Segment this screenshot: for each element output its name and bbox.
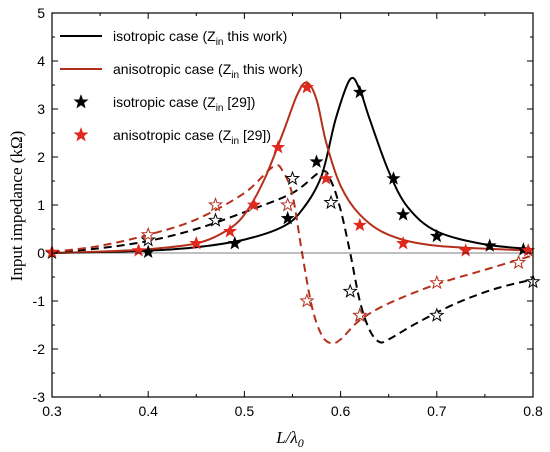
legend-label: isotropic case (Zin [29])	[113, 94, 255, 114]
anisotropic-ref29-filled-star-marker	[246, 197, 262, 212]
legend-label-suffix: this work)	[224, 28, 288, 44]
anisotropic-ref29-open-star-marker	[352, 307, 368, 322]
isotropic-real-this-work-solid-line	[51, 76, 534, 254]
anisotropic-ref29-open-star-marker	[511, 254, 527, 270]
x-tick-label: 0.4	[138, 403, 158, 419]
isotropic-ref29-filled-star-marker	[386, 171, 401, 185]
isotropic-ref29-filled-star-marker	[227, 236, 242, 250]
legend-label: anisotropic case (Zin this work)	[113, 61, 303, 81]
anisotropic-ref29-filled-star-marker	[352, 217, 367, 232]
anisotropic-ref29-filled-star-marker	[189, 236, 204, 250]
anisotropic-ref29-open-star-marker	[429, 274, 445, 290]
anisotropic-imag-this-work-dashed-line	[51, 164, 534, 345]
axes-layer: 0.3 0.4 0.5 0.6 0.7 0.8 -3 -2 -1 0 1 2 3 4 5	[33, 5, 543, 419]
legend: isotropic case (Zin this work)anisotropi…	[60, 28, 303, 147]
isotropic-imag-this-work-dashed-line	[51, 169, 534, 344]
isotropic-ref29-open-star-marker	[208, 212, 224, 227]
legend-label-suffix: this work)	[239, 61, 303, 77]
isotropic-ref29-filled-star-marker	[141, 244, 156, 259]
anisotropic-ref29-filled-star-marker	[319, 171, 334, 185]
x-tick-label: 0.5	[235, 403, 255, 419]
legend-label-sub: in	[231, 136, 239, 147]
y-tick-label: 3	[37, 101, 45, 117]
anisotropic-ref29-filled-star-marker	[222, 224, 238, 238]
anisotropic-ref29-filled-star-marker	[458, 243, 473, 257]
isotropic-ref29-filled-star-marker	[482, 238, 497, 252]
isotropic-ref29-filled-star-marker	[396, 207, 411, 221]
y-tick-label: 1	[37, 197, 45, 213]
isotropic-ref29-filled-star-marker	[280, 211, 295, 225]
anisotropic-ref29-open-star-marker	[280, 197, 296, 212]
legend-label-prefix: anisotropic case (Z	[113, 127, 232, 143]
y-tick-label: -2	[33, 341, 46, 357]
isotropic-ref29-filled-star-marker	[352, 84, 367, 99]
isotropic-ref29-open-star-marker	[429, 307, 445, 322]
series-layer	[44, 76, 541, 345]
legend-label-sub: in	[216, 103, 224, 114]
y-tick-label: 5	[37, 5, 45, 21]
legend-label-suffix: [29])	[224, 94, 256, 110]
y-tick-label: -3	[33, 389, 46, 405]
isotropic-ref29-filled-star-marker	[429, 228, 444, 243]
legend-label-sub: in	[231, 70, 239, 81]
isotropic-ref29-open-star-marker	[284, 170, 301, 186]
y-tick-label: 4	[37, 53, 45, 69]
isotropic-ref29-open-star-marker	[323, 194, 339, 210]
anisotropic-ref29-open-star-marker	[140, 226, 156, 242]
x-axis-title: L/λ0	[275, 428, 304, 450]
x-tick-label: 0.3	[42, 403, 62, 419]
x-tick-label: 0.6	[331, 403, 351, 419]
legend-label-prefix: isotropic case (Z	[113, 94, 216, 110]
anisotropic-ref29-open-star-marker	[299, 293, 315, 308]
anisotropic-ref29-filled-star-marker	[131, 243, 146, 257]
isotropic-ref29-filled-star-marker	[309, 154, 324, 168]
legend-label: isotropic case (Zin this work)	[113, 28, 287, 48]
y-axis-title: Input impedance (kΩ)	[7, 131, 26, 281]
y-tick-label: 0	[37, 245, 45, 261]
isotropic-ref29-open-star-marker	[140, 232, 156, 247]
y-tick-label: 2	[37, 149, 45, 165]
legend-label: anisotropic case (Zin [29])	[113, 127, 271, 147]
anisotropic-ref29-filled-star-marker	[299, 80, 314, 94]
anisotropic-ref29-filled-star-marker	[396, 236, 411, 250]
y-tick-label: -1	[33, 293, 46, 309]
anisotropic-ref29-open-star-marker	[208, 197, 224, 212]
legend-label-sub: in	[216, 37, 224, 48]
x-axis-title-sub: 0	[298, 436, 304, 450]
x-tick-label: 0.8	[523, 403, 543, 419]
isotropic-ref29-open-star-marker	[342, 283, 358, 298]
legend-star-swatch	[73, 94, 89, 109]
anisotropic-ref29-filled-star-marker	[271, 140, 286, 154]
legend-star-swatch	[73, 127, 89, 142]
x-tick-label: 0.7	[427, 403, 447, 419]
legend-label-prefix: anisotropic case (Z	[113, 61, 232, 77]
legend-label-suffix: [29])	[239, 127, 271, 143]
anisotropic-real-this-work-solid-line	[51, 81, 534, 254]
x-axis-title-main: L/λ	[275, 428, 298, 447]
legend-label-prefix: isotropic case (Z	[113, 28, 216, 44]
